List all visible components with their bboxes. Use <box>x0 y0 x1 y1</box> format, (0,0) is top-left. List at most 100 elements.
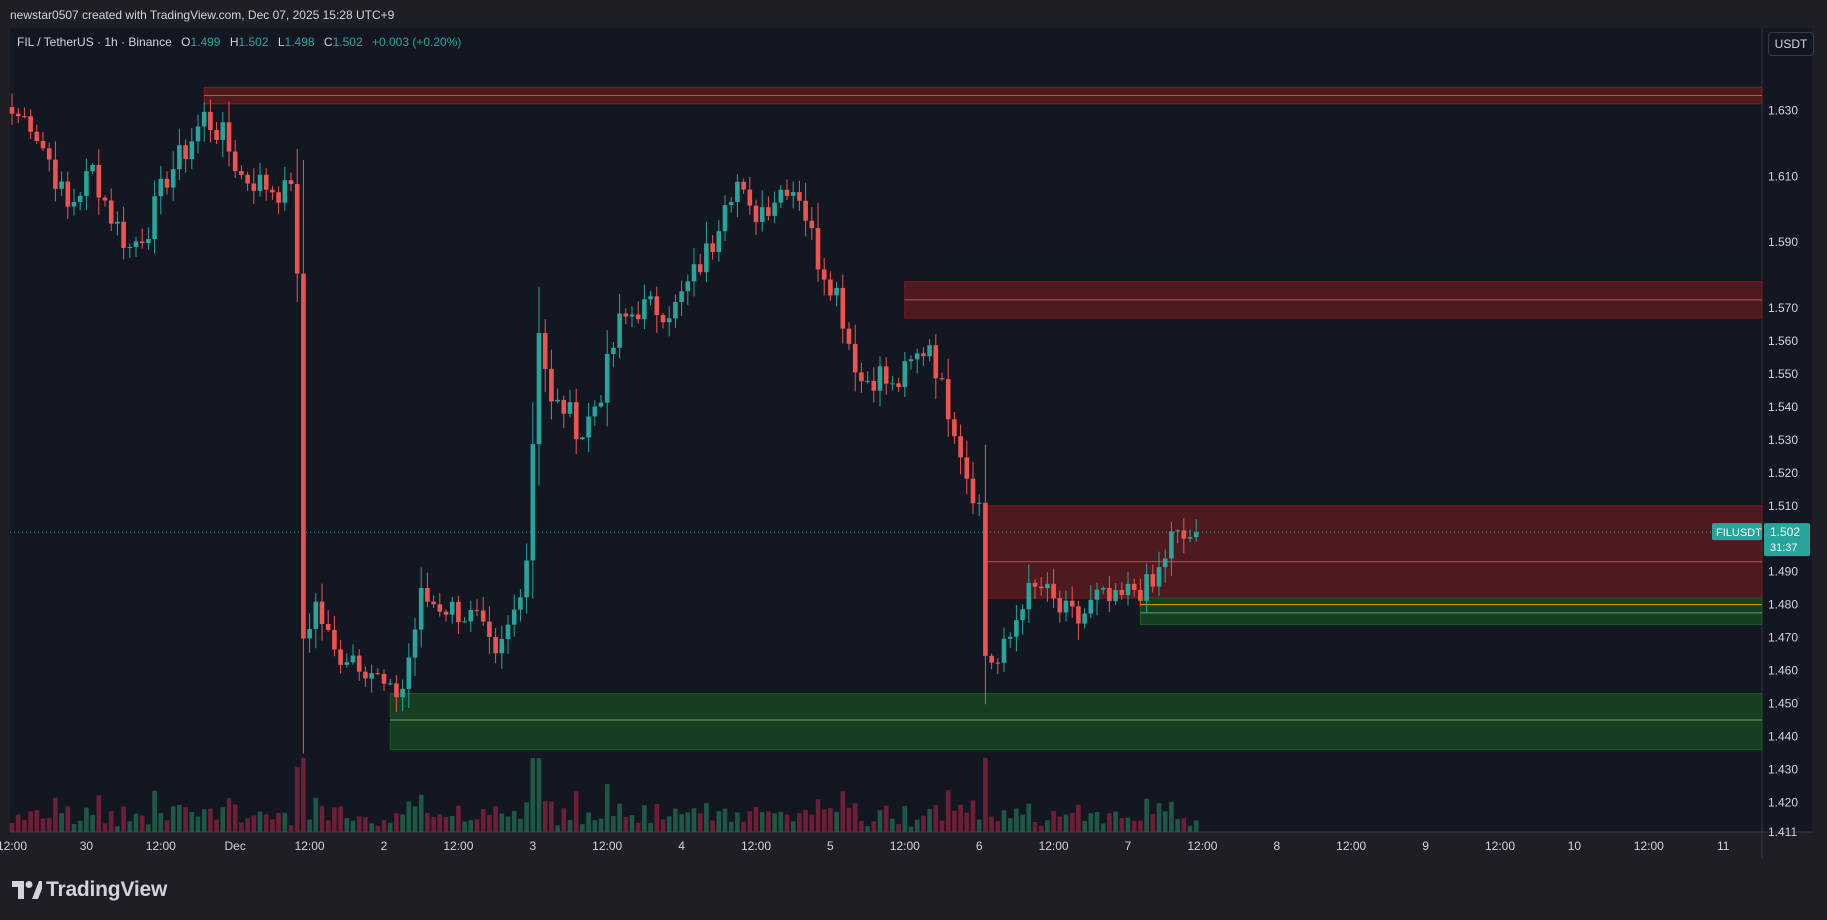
candle-body <box>635 314 641 320</box>
volume-bar <box>586 812 591 832</box>
x-tick-label: 12:00 <box>295 839 325 853</box>
volume-bar <box>1007 818 1013 832</box>
volume-bar <box>983 758 988 832</box>
x-tick-label: 6 <box>976 839 983 853</box>
candle-body <box>1038 586 1044 589</box>
x-tick-label: 30 <box>80 839 94 853</box>
candle-body <box>511 609 517 625</box>
candle-body <box>871 380 877 391</box>
volume-bar <box>65 806 71 832</box>
candle-body <box>319 601 325 625</box>
volume-bar <box>1001 810 1007 832</box>
volume-bar <box>15 814 21 832</box>
volume-bar <box>431 816 436 832</box>
candle-body <box>592 406 598 417</box>
volume-bar <box>1138 820 1143 832</box>
volume-bar <box>1150 814 1156 832</box>
candle-body <box>356 655 362 672</box>
volume-bar <box>406 801 412 832</box>
candle-body <box>1125 583 1131 596</box>
volume-bar <box>1100 823 1106 832</box>
y-tick-label: 1.490 <box>1768 565 1798 579</box>
volume-bar <box>1131 820 1137 832</box>
volume-bar <box>183 807 188 832</box>
candle-body <box>877 366 883 391</box>
volume-bar <box>1026 803 1032 832</box>
volume-bar <box>28 811 33 832</box>
high-label: H <box>229 35 239 49</box>
candle-body <box>1156 567 1162 587</box>
price-axis-bg <box>1762 28 1812 832</box>
close-value: 1.502 <box>332 35 363 49</box>
candle-body <box>939 378 945 380</box>
volume-bar <box>561 808 567 832</box>
candle-body <box>1169 531 1174 559</box>
volume-bar <box>629 815 635 832</box>
volume-bar <box>828 807 833 832</box>
y-tick-label: 1.560 <box>1768 334 1798 348</box>
candle-body <box>437 604 443 612</box>
volume-bar <box>201 809 207 832</box>
candle-body <box>480 610 486 622</box>
candle-body <box>189 141 195 160</box>
candle-body <box>102 197 108 201</box>
volume-bar <box>592 820 598 832</box>
volume-bar <box>1014 808 1019 832</box>
candle-body <box>40 141 46 149</box>
volume-bar <box>1076 804 1081 832</box>
volume-bar <box>902 805 908 832</box>
volume-bar <box>121 806 126 832</box>
x-tick-label: 5 <box>827 839 834 853</box>
volume-bar <box>338 806 343 832</box>
volume-bar <box>294 767 300 832</box>
volume-bar <box>722 808 728 832</box>
volume-bar <box>505 816 511 832</box>
candle-body <box>449 601 455 615</box>
volume-bar <box>536 758 542 832</box>
candle-body <box>759 207 765 222</box>
candle-body <box>462 621 467 623</box>
volume-bar <box>115 826 120 832</box>
candle-body <box>115 221 120 224</box>
candle-body <box>350 655 356 663</box>
candle-body <box>387 683 393 685</box>
volume-bar <box>673 808 678 832</box>
candle-body <box>660 315 666 323</box>
candle-body <box>363 671 368 679</box>
candle-body <box>1175 530 1180 532</box>
candle-body <box>1138 589 1143 601</box>
ohlc-legend: FIL / TetherUS · 1h · Binance O1.499 H1.… <box>17 35 461 49</box>
volume-bar <box>387 822 393 832</box>
y-tick-label: 1.590 <box>1768 235 1798 249</box>
volume-bar <box>257 811 263 832</box>
volume-bar <box>195 816 201 832</box>
currency-button[interactable]: USDT <box>1768 32 1814 56</box>
candle-body <box>121 221 126 248</box>
candle-body <box>716 231 722 253</box>
volume-bar <box>542 801 548 832</box>
candle-body <box>1113 590 1118 602</box>
volume-bar <box>511 810 517 832</box>
volume-bar <box>288 825 294 832</box>
volume-bar <box>976 819 982 832</box>
candle-body <box>772 202 777 216</box>
tradingview-logo[interactable]: TradingView <box>12 878 167 902</box>
volume-bar <box>939 820 945 832</box>
symbol-label[interactable]: FIL / TetherUS · 1h · Binance <box>17 35 172 49</box>
candle-body <box>245 174 250 184</box>
y-tick-label: 1.570 <box>1768 301 1798 315</box>
candle-body <box>1187 537 1193 539</box>
volume-bar <box>964 812 970 832</box>
volume-bar <box>852 803 858 832</box>
brand-name: TradingView <box>46 878 168 901</box>
candle-body <box>65 181 71 207</box>
y-tick-label: 1.480 <box>1768 598 1798 612</box>
candle-body <box>59 181 64 189</box>
volume-bar <box>177 804 182 832</box>
x-tick-label: 4 <box>678 839 685 853</box>
volume-bar <box>921 815 926 832</box>
candle-body <box>493 637 498 654</box>
close-label: C <box>323 35 333 49</box>
candle-body <box>654 296 660 316</box>
